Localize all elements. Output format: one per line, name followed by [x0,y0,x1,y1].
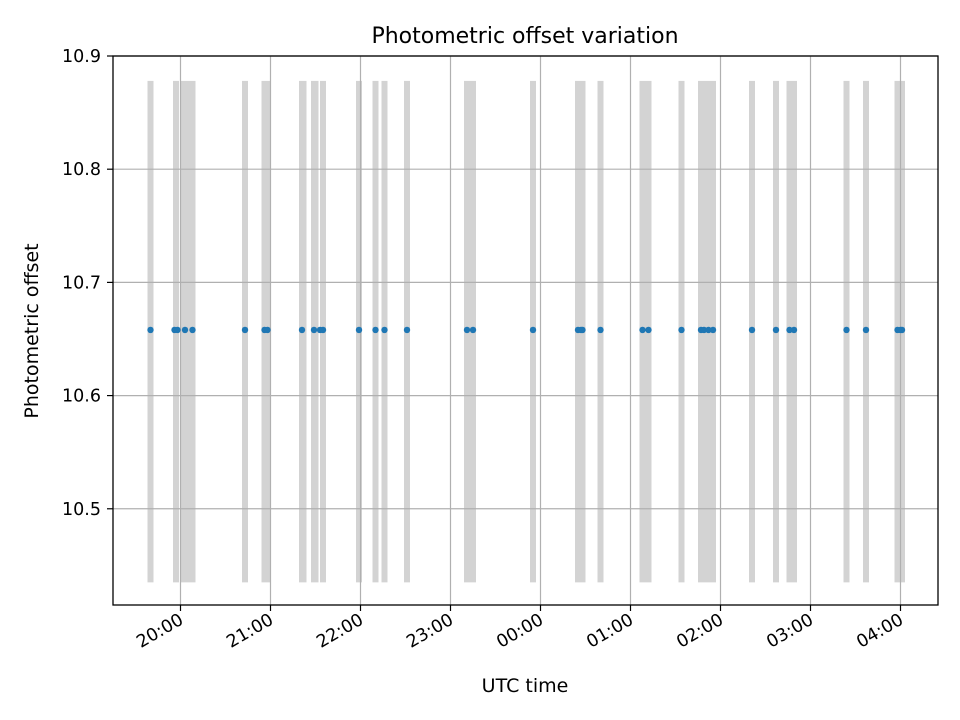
data-point [709,326,717,334]
data-point [241,326,249,334]
data-point [463,326,471,334]
data-point [403,326,411,334]
y-axis-label: Photometric offset [21,243,43,418]
data-point [748,326,756,334]
data-point [310,326,318,334]
data-point [786,326,793,334]
plot-frame [112,55,939,606]
data-point [381,326,388,334]
y-tick-label: 10.5 [62,500,101,520]
data-point [181,326,189,334]
y-tick-label: 10.6 [62,387,101,407]
data-point [898,326,906,334]
data-point [678,326,685,334]
data-point [700,326,708,334]
data-point [579,326,586,334]
y-tick-label: 10.7 [62,273,101,293]
data-point [189,326,196,334]
data-point [264,326,271,334]
data-point [790,326,798,334]
data-point [355,326,363,334]
data-point [529,326,537,334]
data-point [372,326,379,334]
data-point [645,326,652,334]
data-point [772,326,780,334]
data-point [639,326,646,334]
data-point [174,326,181,334]
data-point [469,326,477,334]
y-tick-label: 10.9 [62,47,101,67]
data-point [862,326,870,334]
data-point [705,326,712,334]
data-point [147,326,154,334]
data-points [147,326,906,334]
data-point [843,326,850,334]
chart-title: Photometric offset variation [371,24,678,49]
y-tick-label: 10.8 [62,160,101,180]
data-point [319,326,327,334]
data-point [298,326,306,334]
x-axis-label: UTC time [482,675,569,697]
data-point [597,326,604,334]
